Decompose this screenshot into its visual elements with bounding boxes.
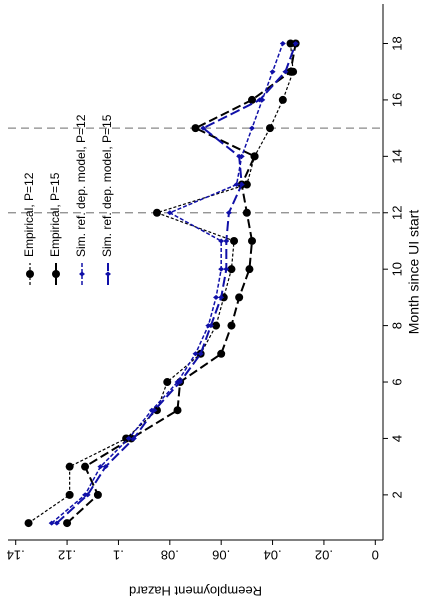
point [235,293,244,302]
point [282,69,289,75]
point [212,321,221,330]
y-tick-label: .08 [161,548,179,563]
y-tick-label: .14 [7,548,25,563]
point [279,40,286,46]
point [65,462,74,471]
point [152,208,161,217]
point [130,435,137,441]
x-tick-label: 10 [389,262,404,276]
point [93,490,102,499]
point [218,266,225,272]
x-tick-label: 16 [389,93,404,107]
point [286,67,295,76]
point [230,236,239,245]
point [248,236,257,245]
plot: 2 4 6 8 10 12 14 16 18 0 .02 .04 .06 .08 .1 .12 .14 Month… [7,4,422,599]
point [173,406,182,415]
point [102,464,109,470]
point [151,407,158,413]
x-tick-label: 12 [389,206,404,220]
y-tick-label: .12 [58,548,76,563]
point [166,210,173,216]
y-axis-title: Reemployment Hazard [129,584,262,599]
point [242,208,251,217]
point [218,294,225,300]
x-tick-label: 18 [389,36,404,50]
point [163,378,172,387]
y-tick-label: 0 [372,548,379,563]
point [227,321,236,330]
y-tick-label: .06 [212,548,230,563]
point [81,462,90,471]
point [207,323,214,329]
x-tick-label: 8 [389,322,404,329]
legend-label: Empirical, P=15 [48,172,62,257]
point [227,265,236,274]
point [269,69,276,75]
series-line [56,43,297,524]
x-tick-label: 4 [389,435,404,442]
y-tick-label: .02 [315,548,333,563]
point [223,238,230,244]
point [125,435,132,441]
legend-marker [52,270,60,278]
point [213,294,220,300]
point [236,153,243,159]
point [63,519,72,528]
point [191,124,200,133]
y-tick-label: .04 [264,548,282,563]
point [192,351,199,357]
point [256,97,263,103]
x-tick-label: 6 [389,378,404,385]
point [177,379,184,385]
point [217,349,226,358]
point [197,351,204,357]
point [245,265,254,274]
point [249,125,256,131]
point [48,520,55,526]
point [97,464,104,470]
legend-marker [79,271,85,277]
point [218,238,225,244]
legend-label: Empirical, P=12 [22,172,36,257]
x-tick-label: 2 [389,491,404,498]
legend-marker [26,270,34,278]
point [233,182,240,188]
point [292,40,299,46]
series-line [28,43,294,524]
point [200,125,207,131]
legend-label: Sim. ref. dep. model, P=15 [100,114,114,257]
point [278,95,287,104]
point [24,519,33,528]
legend-marker [105,271,111,277]
series-line [51,43,284,524]
point [84,492,91,498]
point [225,210,232,216]
point [250,152,259,161]
y-tick-label: .1 [113,548,124,563]
point [65,490,74,499]
point [238,182,245,188]
point [265,124,274,133]
legend-label: Sim. ref. dep. model, P=12 [74,114,88,257]
point [223,266,230,272]
x-axis-title: Month since UI start [406,210,422,335]
x-tick-label: 14 [389,149,404,163]
point [248,95,257,104]
